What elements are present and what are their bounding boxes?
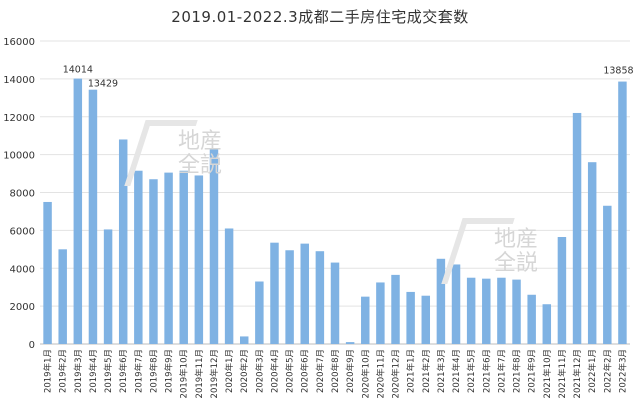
bar [58,249,67,344]
bar [572,112,582,345]
x-tick-label: 2020年12月 [391,349,402,398]
bar [497,277,506,344]
x-tick-label: 2022年3月 [617,349,628,393]
bar [118,139,128,344]
x-tick-label: 2020年6月 [300,349,311,393]
bar [603,205,612,344]
bar [451,264,461,344]
bar [285,250,294,344]
y-tick-label: 12000 [3,113,35,124]
data-label: 14014 [63,65,93,76]
bar [179,170,188,344]
bar [149,179,158,344]
x-tick-label: 2019年3月 [73,349,84,393]
x-tick-label: 2021年12月 [572,349,583,398]
x-tick-label: 2020年1月 [224,349,235,393]
x-tick-label: 2019年8月 [148,349,159,393]
x-tick-label: 2021年4月 [451,349,462,393]
x-tick-label: 2019年9月 [164,349,175,393]
bar [224,228,234,344]
chart-title: 2019.01-2022.3成都二手房住宅成交套数 [171,8,469,26]
x-tick-label: 2021年10月 [542,349,553,398]
bar [345,342,355,344]
x-tick-label: 2022年2月 [602,349,613,393]
bar [436,258,446,344]
bar [618,81,627,345]
x-tick-label: 2019年10月 [179,349,190,398]
bar [361,296,370,344]
bar [255,281,264,344]
y-tick-label: 14000 [3,75,35,86]
x-tick-label: 2020年4月 [269,349,280,393]
bar [73,78,83,345]
bar [587,162,597,344]
x-tick-label: 2020年11月 [375,349,386,398]
y-tick-label: 0 [29,340,35,351]
x-tick-label: 2020年10月 [360,349,371,398]
data-label: 13858 [603,66,633,77]
x-tick-label: 2020年8月 [330,349,341,393]
bar [330,262,340,344]
bar [134,170,143,344]
x-tick-label: 2020年7月 [315,349,326,393]
y-tick-label: 6000 [10,226,35,237]
y-tick-label: 10000 [3,151,35,162]
x-tick-label: 2020年9月 [345,349,356,393]
y-tick-label: 2000 [10,302,35,313]
y-tick-label: 8000 [10,189,35,200]
bar [512,279,521,344]
x-tick-label: 2021年3月 [436,349,447,393]
bar [164,172,173,344]
x-tick-label: 2021年5月 [466,349,477,393]
x-tick-label: 2019年2月 [58,349,69,393]
x-tick-label: 2020年5月 [285,349,296,393]
bar [542,304,552,344]
x-tick-label: 2021年1月 [406,349,417,393]
x-tick-label: 2019年12月 [209,349,220,398]
bar [557,237,567,344]
bar [482,278,491,344]
bar [270,242,279,344]
x-tick-label: 2019年11月 [194,349,205,398]
x-tick-label: 2021年11月 [557,349,568,398]
x-tick-label: 2019年5月 [103,349,114,393]
bar [466,277,476,344]
x-tick-label: 2020年3月 [254,349,265,393]
bar [315,251,325,344]
bar [103,229,113,344]
bar [194,175,204,344]
y-tick-label: 4000 [10,264,35,275]
x-tick-label: 2021年2月 [421,349,432,393]
bar [376,282,385,344]
bar [88,89,98,344]
x-tick-label: 2021年7月 [496,349,507,393]
x-tick-label: 2020年2月 [239,349,250,393]
x-tick-label: 2021年8月 [512,349,523,393]
bar [209,148,219,344]
bar [406,291,415,344]
x-tick-label: 2019年7月 [133,349,144,393]
bar [239,336,249,344]
y-tick-label: 16000 [3,37,35,48]
bar [391,274,400,344]
x-tick-label: 2021年6月 [481,349,492,393]
bar [43,201,52,344]
bar [527,294,536,344]
x-tick-label: 2019年4月 [88,349,99,393]
bar [421,295,431,344]
x-tick-label: 2019年1月 [43,349,54,393]
x-tick-label: 2022年1月 [587,349,598,393]
x-tick-label: 2019年6月 [118,349,129,393]
data-label: 13429 [88,79,118,90]
bar [300,243,309,344]
x-tick-label: 2021年9月 [527,349,538,393]
